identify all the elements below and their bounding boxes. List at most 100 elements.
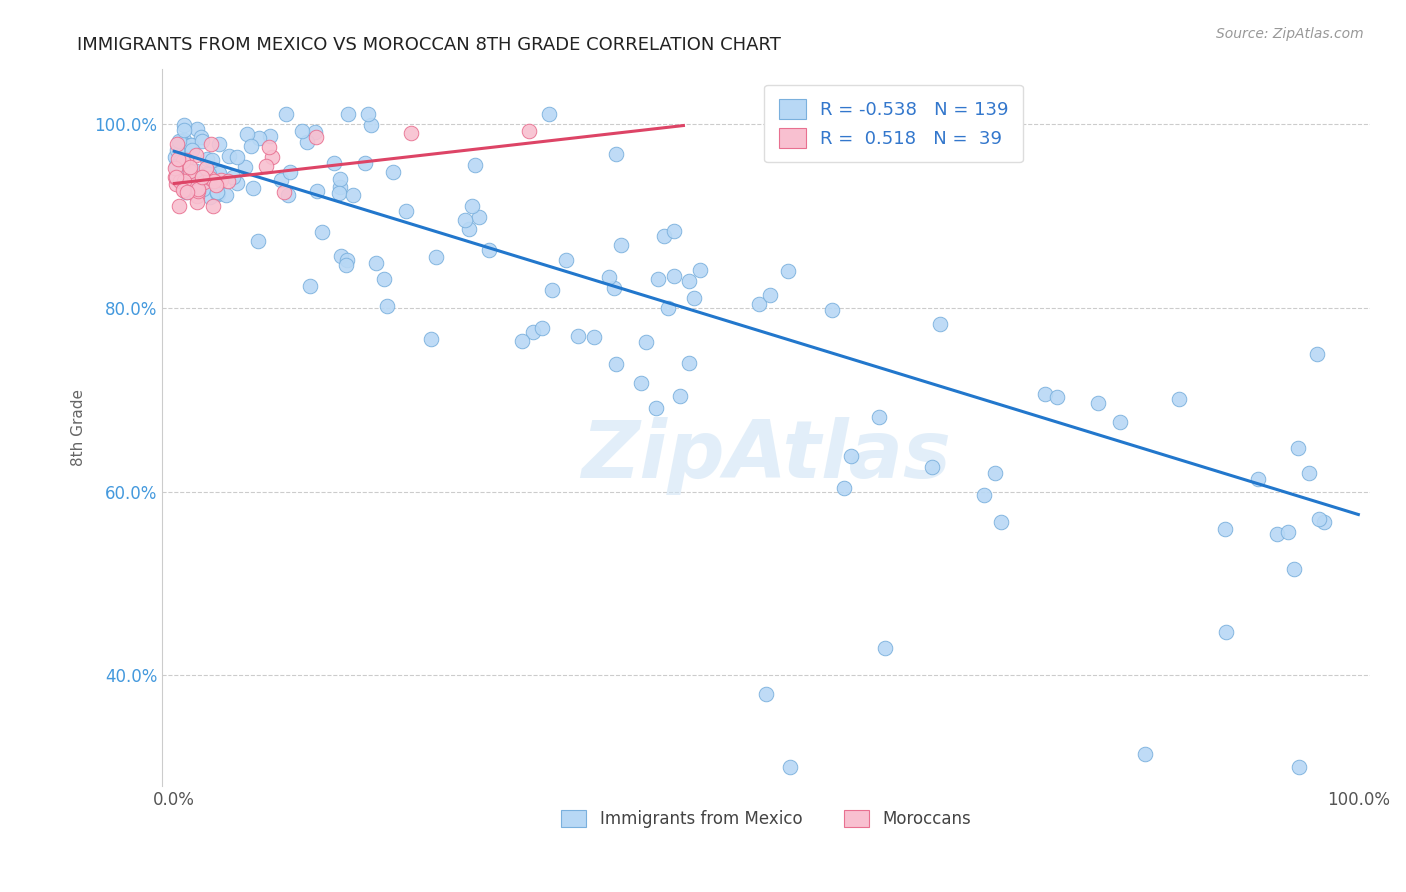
Point: [664, 224, 686, 238]
Legend: Immigrants from Mexico, Moroccans: Immigrants from Mexico, Moroccans: [555, 804, 977, 835]
Point: [605, 147, 627, 161]
Point: [166, 170, 188, 185]
Point: [166, 167, 188, 181]
Point: [207, 186, 229, 201]
Point: [247, 131, 270, 145]
Point: [305, 130, 328, 145]
Point: [180, 185, 202, 199]
Point: [1265, 527, 1288, 541]
Point: [172, 154, 194, 169]
Point: [172, 136, 194, 151]
Point: [748, 297, 770, 311]
Point: [360, 118, 382, 132]
Point: [755, 687, 778, 701]
Point: [260, 150, 283, 164]
Point: [190, 130, 212, 145]
Point: [270, 173, 292, 187]
Point: [274, 107, 297, 121]
Point: [1033, 387, 1056, 401]
Point: [184, 148, 207, 162]
Point: [1046, 390, 1069, 404]
Point: [173, 183, 195, 197]
Point: [278, 165, 301, 179]
Point: [304, 125, 326, 139]
Point: [298, 278, 321, 293]
Point: [357, 107, 380, 121]
Point: [605, 357, 627, 371]
Point: [166, 144, 188, 158]
Point: [973, 488, 995, 502]
Point: [176, 186, 198, 200]
Point: [375, 299, 398, 313]
Point: [186, 122, 208, 136]
Point: [522, 325, 544, 339]
Point: [169, 199, 191, 213]
Point: [652, 229, 675, 244]
Point: [1135, 747, 1157, 761]
Point: [165, 159, 187, 173]
Point: [645, 401, 668, 416]
Point: [373, 272, 395, 286]
Point: [167, 134, 190, 148]
Point: [1087, 395, 1109, 409]
Point: [193, 175, 215, 189]
Point: [246, 234, 269, 248]
Point: [478, 243, 501, 257]
Point: [202, 174, 225, 188]
Point: [464, 158, 486, 172]
Point: [1313, 515, 1336, 529]
Text: ZipAtlas: ZipAtlas: [581, 417, 952, 495]
Point: [821, 302, 844, 317]
Point: [190, 134, 212, 148]
Point: [165, 177, 187, 191]
Point: [921, 460, 943, 475]
Point: [291, 124, 314, 138]
Point: [239, 138, 262, 153]
Point: [1286, 441, 1309, 455]
Y-axis label: 8th Grade: 8th Grade: [72, 389, 86, 466]
Point: [1298, 467, 1320, 481]
Point: [678, 356, 700, 370]
Point: [254, 159, 277, 173]
Point: [205, 178, 228, 192]
Point: [555, 253, 578, 268]
Point: [186, 189, 208, 203]
Point: [839, 449, 862, 463]
Point: [236, 127, 259, 141]
Point: [335, 258, 357, 272]
Point: [420, 332, 443, 346]
Point: [458, 221, 481, 235]
Point: [165, 150, 187, 164]
Point: [311, 225, 333, 239]
Point: [678, 274, 700, 288]
Point: [200, 137, 222, 152]
Point: [329, 172, 352, 186]
Point: [173, 174, 195, 188]
Point: [174, 153, 197, 168]
Point: [257, 139, 280, 153]
Point: [170, 134, 193, 148]
Point: [180, 137, 202, 152]
Point: [191, 182, 214, 196]
Point: [540, 283, 562, 297]
Point: [172, 166, 194, 180]
Point: [330, 249, 353, 263]
Point: [180, 138, 202, 153]
Point: [689, 263, 711, 277]
Point: [259, 129, 281, 144]
Point: [531, 321, 554, 335]
Point: [1215, 624, 1237, 639]
Point: [173, 145, 195, 159]
Point: [984, 466, 1007, 480]
Point: [186, 195, 208, 210]
Point: [205, 186, 228, 200]
Point: [990, 515, 1012, 529]
Point: [191, 169, 214, 184]
Point: [929, 317, 952, 331]
Point: [657, 301, 679, 315]
Point: [273, 186, 295, 200]
Point: [669, 389, 692, 403]
Point: [337, 107, 360, 121]
Point: [1213, 522, 1236, 536]
Point: [208, 136, 231, 151]
